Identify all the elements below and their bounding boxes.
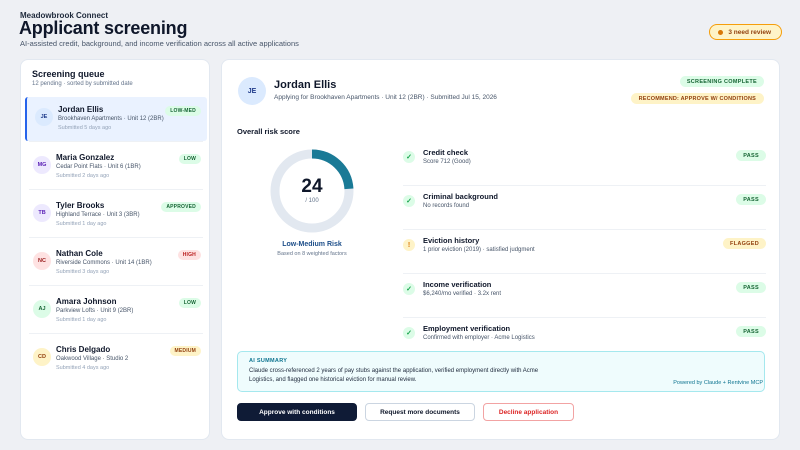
queue-item-maria-gonzalez[interactable]: MG Maria Gonzalez Cedar Point Flats · Un…: [25, 141, 207, 189]
warning-icon: !: [403, 239, 415, 251]
applicant-name: Jordan Ellis: [274, 79, 337, 91]
queue-item-amara-johnson[interactable]: AJ Amara Johnson Parkview Lofts · Unit 9…: [25, 285, 207, 333]
queue-item-property: Cedar Point Flats · Unit 6 (1BR): [56, 164, 141, 170]
check-status-badge: PASS: [736, 282, 766, 293]
check-title: Credit check: [423, 148, 469, 157]
risk-score-max: / 100: [305, 198, 319, 204]
queue-title: Screening queue: [32, 69, 105, 79]
check-icon: ✓: [403, 327, 415, 339]
divider: [29, 141, 203, 142]
divider: [29, 285, 203, 286]
queue-item-property: Oakwood Village · Studio 2: [56, 356, 129, 362]
ai-summary-heading: AI SUMMARY: [249, 358, 288, 364]
queue-item-submitted: Submitted 3 days ago: [56, 269, 110, 275]
avatar: AJ: [33, 300, 51, 318]
risk-badge: MEDIUM: [169, 346, 201, 356]
check-eviction-history[interactable]: ! Eviction history 1 prior eviction (201…: [403, 230, 766, 274]
risk-badge: LOW: [178, 298, 201, 308]
avatar: TB: [33, 204, 51, 222]
check-status-badge: PASS: [736, 150, 766, 161]
queue-item-property: Riverside Commons · Unit 14 (1BR): [56, 260, 152, 266]
avatar: NC: [33, 252, 51, 270]
page-title: Applicant screening: [19, 18, 188, 38]
avatar: CD: [33, 348, 51, 366]
queue-item-submitted: Submitted 4 days ago: [56, 365, 110, 371]
applicant-avatar: JE: [238, 77, 266, 105]
page-subtitle: AI-assisted credit, background, and inco…: [20, 39, 299, 48]
divider: [403, 273, 766, 274]
check-income-verification[interactable]: ✓ Income verification $6,240/mo verified…: [403, 274, 766, 318]
queue-item-jordan-ellis[interactable]: JE Jordan Ellis Brookhaven Apartments · …: [25, 97, 207, 141]
check-detail: No records found: [423, 203, 470, 209]
check-detail: Score 712 (Good): [423, 159, 471, 165]
applicant-detail: Applying for Brookhaven Apartments · Uni…: [274, 94, 497, 101]
divider: [29, 189, 203, 190]
check-title: Income verification: [423, 280, 492, 289]
divider: [403, 185, 766, 186]
check-detail: Confirmed with employer · Acme Logistics: [423, 335, 535, 341]
gauge-fill: [270, 149, 354, 233]
queue-item-submitted: Submitted 1 day ago: [56, 317, 107, 323]
risk-level: Low-Medium Risk: [282, 241, 342, 248]
queue-item-name: Tyler Brooks: [56, 201, 105, 210]
queue-item-property: Highland Terrace · Unit 3 (3BR): [56, 212, 140, 218]
risk-score-value: 24: [301, 176, 323, 197]
screening-status-badge: SCREENING COMPLETE: [679, 76, 764, 87]
check-status-badge: PASS: [736, 326, 766, 337]
request-more-documents-button[interactable]: Request more documents: [365, 403, 475, 421]
queue-item-nathan-cole[interactable]: NC Nathan Cole Riverside Commons · Unit …: [25, 237, 207, 285]
queue-item-name: Nathan Cole: [56, 249, 103, 258]
check-status-badge: FLAGGED: [723, 238, 766, 249]
queue-item-chris-delgado[interactable]: CD Chris Delgado Oakwood Village · Studi…: [25, 333, 207, 381]
check-title: Criminal background: [423, 192, 499, 201]
queue-item-name: Chris Delgado: [56, 345, 111, 354]
risk-badge: LOW: [178, 154, 201, 164]
divider: [29, 333, 203, 334]
check-credit[interactable]: ✓ Credit check Score 712 (Good) PASS: [403, 142, 766, 186]
check-icon: ✓: [403, 151, 415, 163]
check-title: Employment verification: [423, 324, 511, 333]
approve-with-conditions-button[interactable]: Approve with conditions: [237, 403, 357, 421]
risk-badge: LOW-MED: [165, 106, 201, 116]
status-badge: APPROVED: [161, 202, 201, 212]
avatar: MG: [33, 156, 51, 174]
queue-item-property: Parkview Lofts · Unit 9 (2BR): [56, 308, 134, 314]
ai-summary-text: Claude cross-referenced 2 years of pay s…: [249, 368, 539, 383]
queue-item-submitted: Submitted 5 days ago: [58, 125, 112, 131]
screening-queue-panel: Screening queue 12 pending · sorted by s…: [20, 59, 210, 440]
applicant-detail-panel: JE Jordan Ellis Applying for Brookhaven …: [221, 59, 780, 440]
divider: [403, 229, 766, 230]
needs-review-badge[interactable]: 3 need review: [709, 24, 782, 40]
recommendation-badge: RECOMMEND: APPROVE W/ CONDITIONS: [630, 93, 764, 104]
queue-item-name: Amara Johnson: [56, 297, 117, 306]
divider: [29, 237, 203, 238]
check-criminal-background[interactable]: ✓ Criminal background No records found P…: [403, 186, 766, 230]
check-icon: ✓: [403, 195, 415, 207]
brand-name: Meadowbrook Connect: [20, 11, 109, 20]
check-detail: 1 prior eviction (2019) · satisfied judg…: [423, 247, 535, 253]
check-detail: $6,240/mo verified · 3.2x rent: [423, 291, 502, 297]
queue-item-submitted: Submitted 2 days ago: [56, 173, 110, 179]
queue-subtitle: 12 pending · sorted by submitted date: [32, 81, 133, 87]
risk-basis: Based on 8 weighted factors: [277, 251, 347, 257]
queue-item-property: Brookhaven Apartments · Unit 12 (2BR): [58, 116, 164, 122]
check-employment-verification[interactable]: ✓ Employment verification Confirmed with…: [403, 318, 766, 362]
needs-review-label: 3 need review: [728, 28, 771, 36]
ai-powered-by: Powered by Claude + Rentvine MCP: [673, 380, 763, 386]
risk-badge: HIGH: [177, 250, 201, 260]
decline-application-button[interactable]: Decline application: [483, 403, 574, 421]
divider: [403, 317, 766, 318]
queue-item-name: Maria Gonzalez: [56, 153, 115, 162]
queue-item-name: Jordan Ellis: [58, 105, 104, 114]
check-icon: ✓: [403, 283, 415, 295]
status-dot-icon: [718, 29, 724, 35]
queue-item-tyler-brooks[interactable]: TB Tyler Brooks Highland Terrace · Unit …: [25, 189, 207, 237]
check-title: Eviction history: [423, 236, 480, 245]
check-status-badge: PASS: [736, 194, 766, 205]
queue-item-submitted: Submitted 1 day ago: [56, 221, 107, 227]
avatar: JE: [35, 108, 53, 126]
ai-summary-box: AI SUMMARY Claude cross-referenced 2 yea…: [237, 351, 765, 392]
risk-gauge: [270, 149, 354, 233]
risk-score-label: Overall risk score: [237, 127, 300, 136]
